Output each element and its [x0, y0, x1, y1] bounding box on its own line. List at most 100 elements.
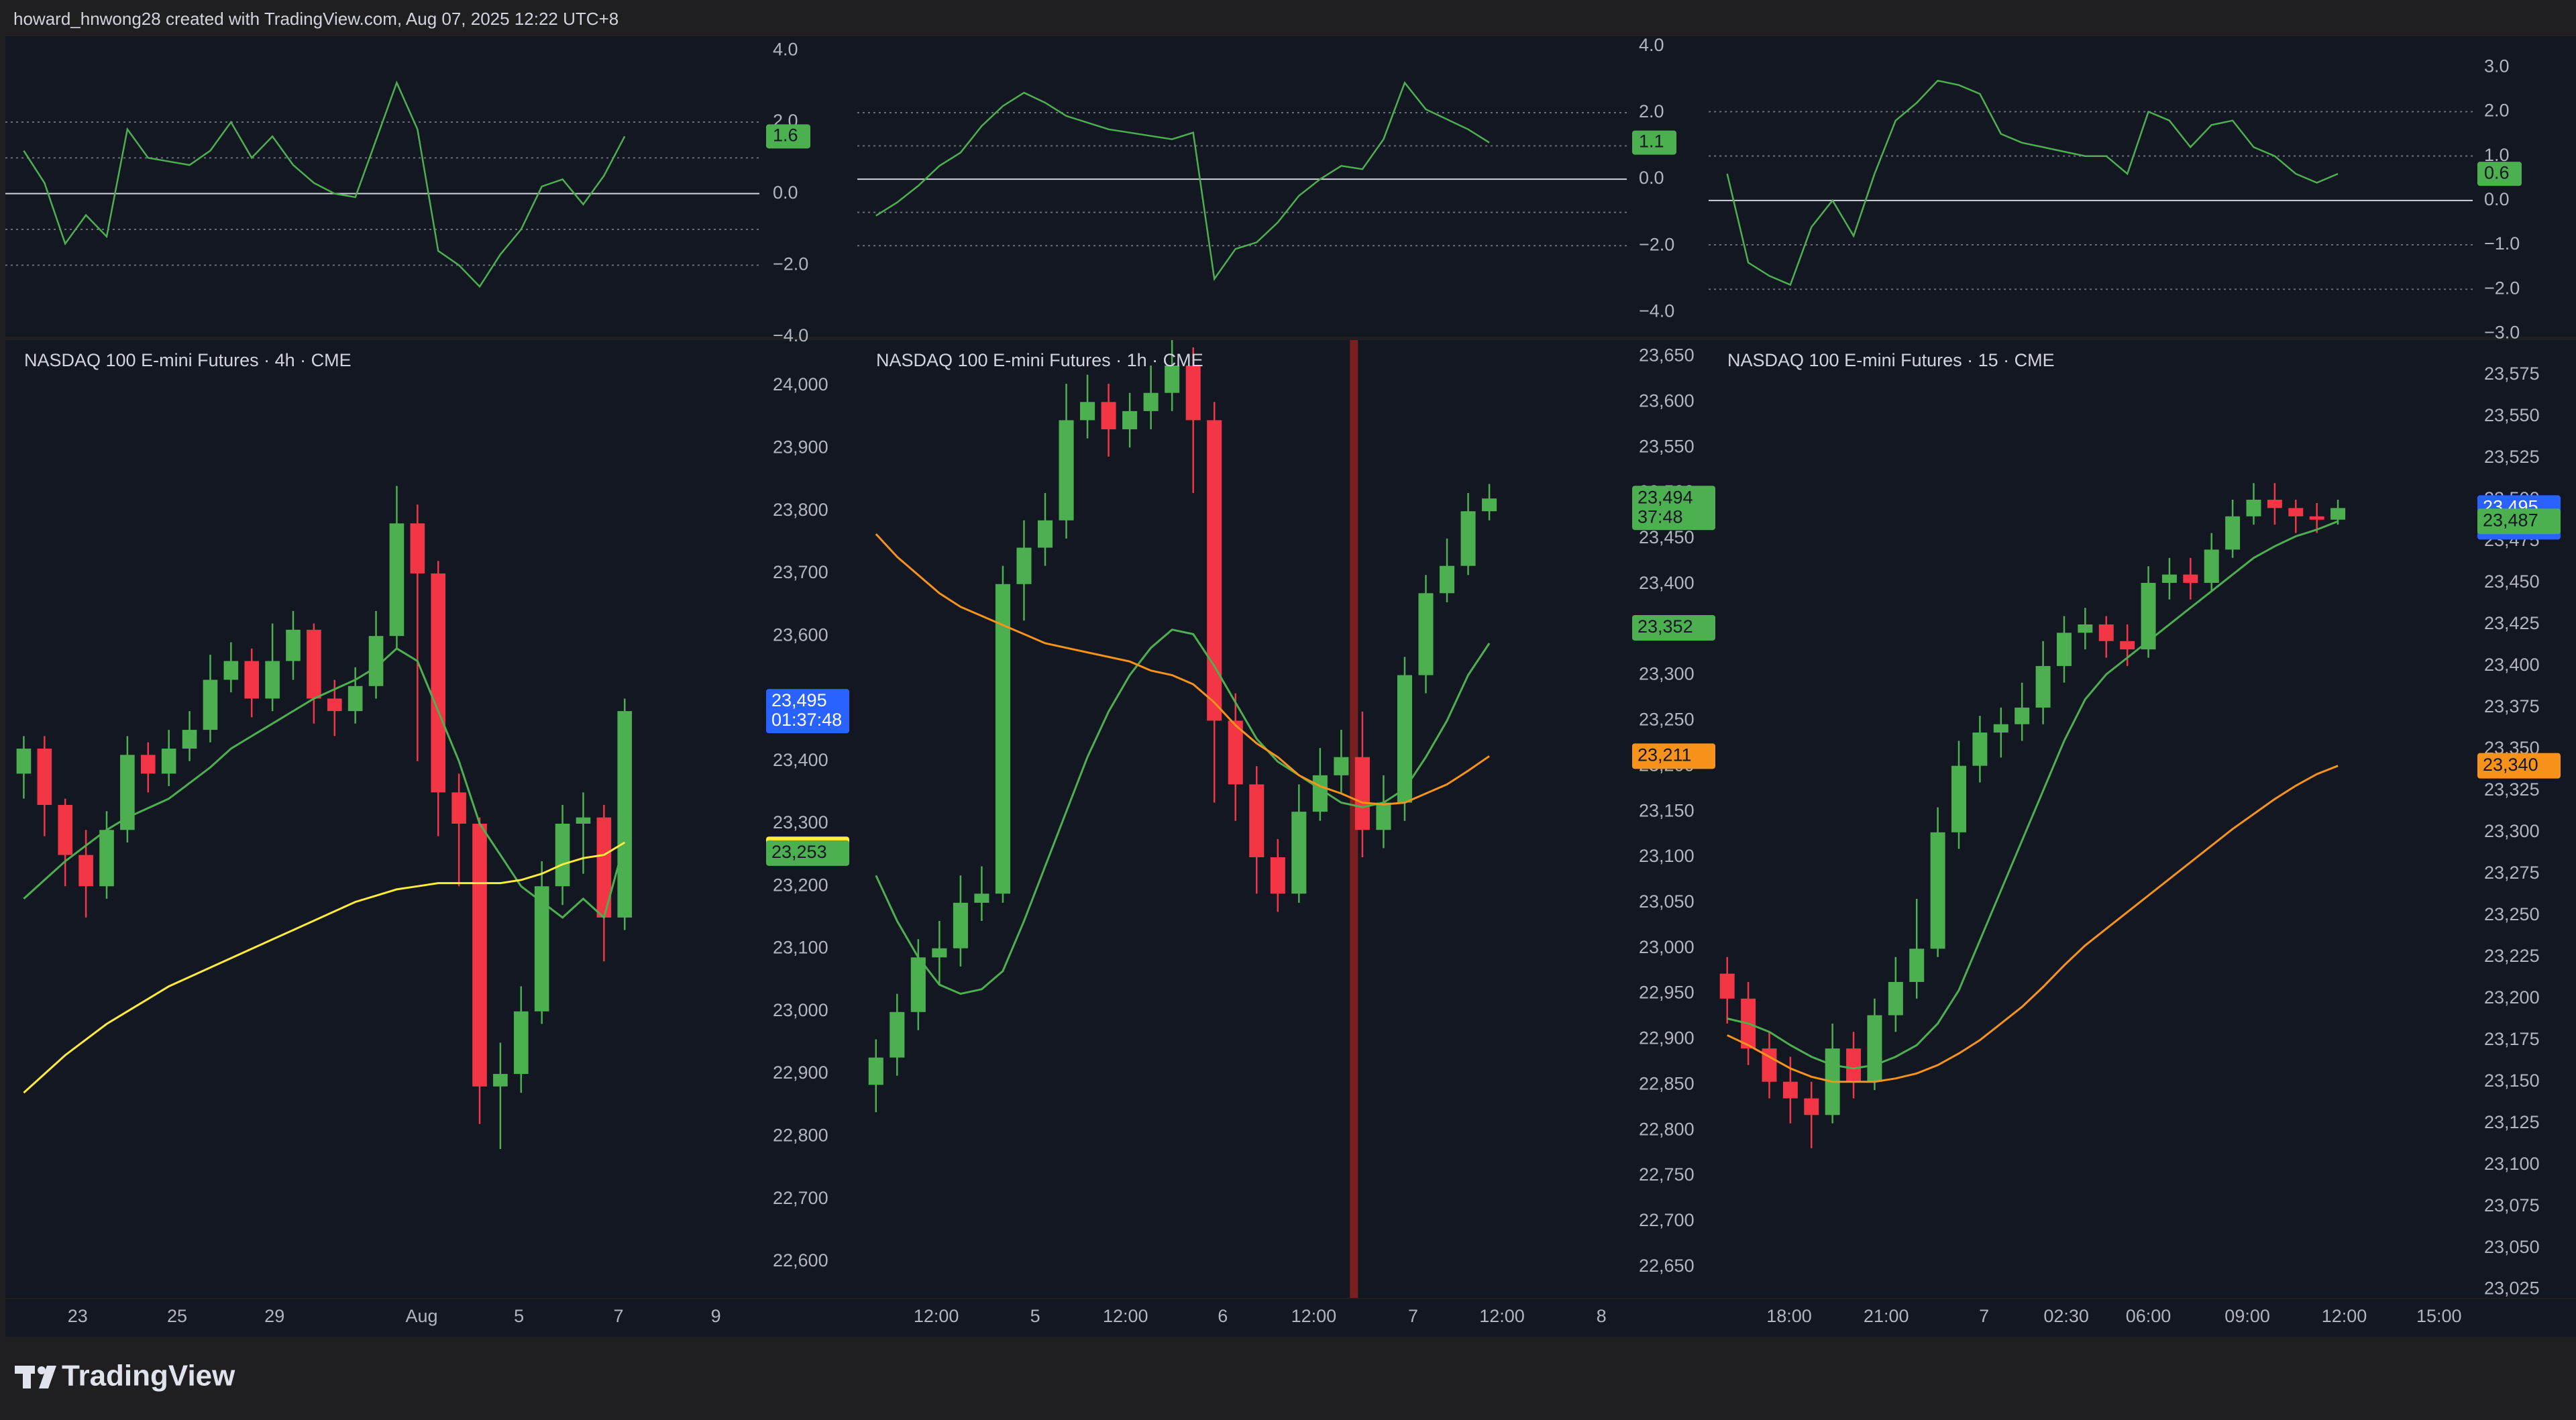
- pane-background: [857, 340, 1709, 1298]
- candle-body: [265, 661, 280, 699]
- chart-title: NASDAQ 100 E-mini Futures · 4h · CME: [24, 350, 352, 370]
- x-axis-background: [857, 1299, 1709, 1337]
- candle-body: [868, 1057, 883, 1085]
- x-tick-label: 9: [711, 1306, 721, 1326]
- x-tick-label: 7: [1408, 1306, 1418, 1326]
- candle-body: [1249, 784, 1265, 858]
- pane-background: [5, 340, 857, 1298]
- y-tick-label: 23,450: [2484, 571, 2540, 592]
- candle-body: [1059, 420, 1074, 521]
- y-tick-label: 1.0: [2484, 145, 2510, 165]
- candle-body: [1397, 675, 1412, 803]
- price-label-box: [766, 840, 849, 866]
- candle-body: [995, 584, 1010, 894]
- x-tick-label: 8: [1597, 1306, 1607, 1326]
- chart-title: NASDAQ 100 E-mini Futures · 1h · CME: [876, 350, 1203, 370]
- price-label: 23,495: [771, 690, 827, 710]
- candle-body: [2056, 633, 2072, 666]
- y-tick-label: 0.0: [1639, 168, 1664, 188]
- moving-average: [875, 533, 1490, 806]
- candle-body: [890, 1012, 905, 1058]
- current-value: 1.1: [1639, 131, 1664, 152]
- candle-body: [2120, 641, 2135, 650]
- y-tick-label: 23,050: [1639, 891, 1695, 912]
- candle-body: [244, 661, 260, 699]
- x-tick-label: 7: [613, 1306, 623, 1326]
- candle-body: [389, 523, 405, 637]
- x-tick-label: 7: [1979, 1306, 1989, 1326]
- moving-average: [23, 841, 625, 1094]
- y-tick-label: 23,450: [1639, 527, 1695, 547]
- candle-body: [1354, 757, 1370, 830]
- y-tick-label: 23,700: [773, 562, 828, 582]
- candle-body: [1888, 981, 1903, 1016]
- candle-body: [182, 730, 197, 749]
- candle-body: [1037, 520, 1053, 548]
- y-tick-label: 23,600: [1639, 390, 1695, 411]
- y-tick-label: 23,225: [2484, 946, 2540, 966]
- candle-body: [2204, 549, 2219, 583]
- pane-background: [857, 36, 1709, 337]
- candle-body: [327, 698, 342, 712]
- current-value: 1.6: [773, 125, 798, 145]
- candle-body: [223, 661, 239, 680]
- candle-body: [120, 755, 135, 830]
- x-tick-label: 21:00: [1864, 1306, 1909, 1326]
- candle-body: [596, 817, 612, 918]
- y-tick-label: 0.0: [773, 182, 798, 203]
- candle-body: [1951, 765, 1967, 832]
- x-tick-label: 12:00: [1479, 1306, 1525, 1326]
- candle-body: [58, 805, 73, 855]
- y-tick-label: 23,300: [1639, 664, 1695, 684]
- candle-body: [2015, 707, 2030, 724]
- candle-body: [1972, 732, 1988, 766]
- x-tick-label: 12:00: [2322, 1306, 2367, 1326]
- candle-body: [1101, 402, 1116, 430]
- plot-area: [16, 486, 633, 1150]
- x-tick-label: 5: [514, 1306, 524, 1326]
- candle-body: [1291, 812, 1307, 894]
- y-tick-label: 23,525: [2484, 447, 2540, 467]
- price-label: 23,340: [2483, 755, 2538, 775]
- logo-dot: [38, 1366, 46, 1374]
- candle-body: [1228, 720, 1243, 785]
- y-tick-label: 23,575: [2484, 364, 2540, 384]
- y-tick-label: 22,700: [773, 1188, 828, 1208]
- y-tick-label: 23,250: [1639, 710, 1695, 730]
- candle-body: [974, 893, 989, 903]
- price-label-box: [1632, 743, 1715, 769]
- y-tick-label: 23,000: [1639, 937, 1695, 957]
- y-tick-label: 3.0: [2484, 56, 2510, 76]
- candle-body: [2098, 624, 2114, 641]
- candle-body: [1867, 1015, 1882, 1082]
- y-tick-label: 23,550: [1639, 436, 1695, 456]
- x-tick-label: 6: [1218, 1306, 1228, 1326]
- footer-text: TradingView: [62, 1360, 235, 1392]
- current-value-box: [2477, 162, 2522, 186]
- y-tick-label: 23,000: [773, 1000, 828, 1020]
- candle-body: [953, 902, 968, 948]
- indicator-line: [1726, 79, 2339, 286]
- plot-area: [868, 340, 1497, 1298]
- candle-body: [368, 636, 384, 686]
- y-tick-label: 23,025: [2484, 1278, 2540, 1299]
- plot-area: [1709, 79, 2473, 290]
- candle-body: [1185, 366, 1201, 421]
- candle-body: [203, 679, 218, 730]
- y-tick-label: 23,900: [773, 437, 828, 457]
- y-tick-label: 23,650: [1639, 345, 1695, 366]
- x-tick-label: 12:00: [1291, 1306, 1337, 1326]
- y-tick-label: 23,400: [1639, 573, 1695, 593]
- candle-body: [576, 817, 591, 824]
- candle-body: [1080, 402, 1095, 421]
- y-tick-label: 22,750: [1639, 1164, 1695, 1185]
- candle-body: [307, 629, 321, 699]
- candle-body: [1993, 724, 2008, 733]
- candle-body: [1930, 832, 1945, 949]
- candle-body: [910, 957, 926, 1012]
- candle-body: [161, 749, 176, 774]
- candle-body: [513, 1011, 529, 1075]
- y-tick-label: 2.0: [2484, 101, 2510, 121]
